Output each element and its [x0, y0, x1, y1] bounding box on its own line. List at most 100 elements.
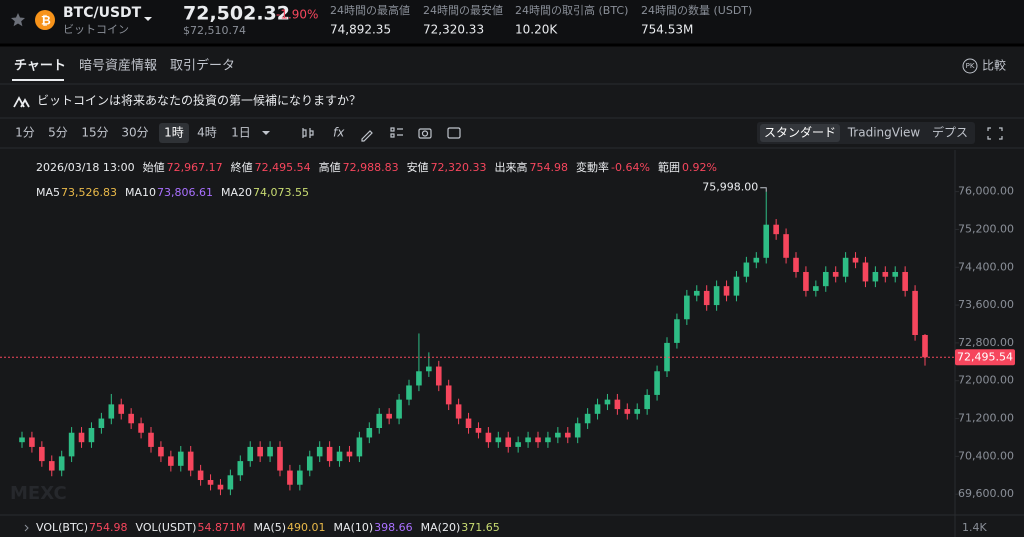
- interval[interactable]: 1時: [164, 126, 184, 140]
- last-price-tag: [955, 349, 1015, 366]
- ma-label: MA20: [221, 186, 252, 199]
- favorite-star[interactable]: [11, 13, 25, 27]
- ma-value: 73,526.83: [61, 186, 117, 199]
- pair-dropdown[interactable]: [144, 17, 152, 21]
- interval[interactable]: 5分: [48, 126, 68, 140]
- tab[interactable]: 暗号資産情報: [79, 58, 157, 74]
- interval[interactable]: 1日: [231, 126, 251, 140]
- candle-body: [406, 385, 412, 400]
- candle-body: [862, 262, 869, 282]
- view-active-bg: [760, 124, 840, 142]
- candle-body: [832, 271, 839, 277]
- candle-datetime: 2026/03/18 13:00: [36, 161, 135, 174]
- interval-dropdown[interactable]: [262, 131, 270, 135]
- candle-body: [346, 451, 353, 457]
- candle-body: [138, 423, 144, 433]
- candle-body: [356, 437, 363, 457]
- candle-body: [922, 334, 928, 358]
- fullscreen-icon[interactable]: [987, 127, 1003, 140]
- candle-body: [495, 437, 502, 443]
- tab[interactable]: 取引データ: [170, 58, 235, 74]
- compare-label[interactable]: 比較: [982, 58, 1006, 73]
- candle-body: [287, 470, 293, 485]
- candle-body: [654, 371, 660, 395]
- compare-badge: PK: [966, 62, 975, 70]
- candle-body: [545, 437, 551, 443]
- candle-body: [98, 418, 105, 429]
- stat-label: 24時間の最安値: [423, 3, 503, 17]
- y-tick-label: 72,000.00: [958, 374, 1014, 387]
- layout-icon[interactable]: [390, 127, 403, 138]
- ma-label: MA10: [125, 186, 156, 199]
- indicator-icon[interactable]: fx: [333, 126, 345, 140]
- stat-label: 24時間の数量 (USDT): [641, 4, 752, 17]
- high-marker: [760, 187, 767, 192]
- candle-body: [158, 446, 164, 457]
- interval[interactable]: 15分: [81, 126, 108, 140]
- stat-value: 72,320.33: [423, 23, 484, 37]
- info-label: 変動率: [576, 160, 609, 174]
- candle-body: [168, 456, 174, 466]
- screenshot-icon[interactable]: [418, 128, 432, 139]
- candle-body: [733, 276, 740, 296]
- info-label: 安値: [407, 160, 429, 174]
- interval[interactable]: 1分: [15, 126, 35, 140]
- candle-body: [485, 432, 492, 443]
- candle-body: [187, 451, 194, 471]
- candle-body: [396, 399, 402, 419]
- view-option[interactable]: デプス: [932, 125, 968, 140]
- candle-body: [822, 271, 829, 287]
- candle-body: [88, 428, 95, 443]
- candle-body: [842, 257, 849, 277]
- candle-type-icon[interactable]: [302, 128, 314, 138]
- candle-body: [574, 423, 581, 438]
- volume-label: MA(5): [253, 521, 286, 534]
- draw-icon[interactable]: [361, 130, 373, 142]
- candle-body: [237, 461, 244, 476]
- candle-body: [247, 446, 254, 462]
- candle-body: [852, 257, 859, 263]
- banner-text[interactable]: ビットコインは将来あなたの投資の第一候補になりますか？: [37, 93, 361, 108]
- info-value: -0.64%: [611, 161, 650, 174]
- candle-body: [564, 432, 571, 438]
- compare-icon[interactable]: [962, 58, 978, 74]
- info-label: 終値: [231, 160, 253, 174]
- info-label: 始値: [143, 160, 165, 174]
- screenshot-icon-lens: [421, 130, 429, 137]
- coin-icon: [35, 10, 55, 30]
- info-value: 0.92%: [682, 161, 717, 174]
- candle-body: [763, 224, 770, 258]
- view-option[interactable]: TradingView: [847, 126, 921, 140]
- volume-label: MA(10): [334, 521, 374, 534]
- settings-icon[interactable]: [447, 127, 461, 139]
- volume-label: VOL(BTC): [36, 521, 88, 534]
- volume-value: 54.871M: [197, 521, 245, 534]
- tab[interactable]: チャート: [14, 59, 66, 74]
- view-option[interactable]: スタンダード: [764, 125, 836, 140]
- candle-body: [684, 295, 690, 320]
- pair[interactable]: BTC/USDT: [63, 5, 142, 21]
- candle-body: [177, 451, 184, 466]
- candle-body: [68, 432, 75, 457]
- candle-body: [297, 470, 303, 485]
- volume-value: 398.66: [374, 521, 413, 534]
- candle-body: [475, 428, 482, 433]
- volume-value: 754.98: [89, 521, 128, 534]
- toolbar-icons: fx: [302, 126, 1003, 142]
- interval[interactable]: 30分: [121, 126, 148, 140]
- usd-price: $72,510.74: [183, 24, 246, 37]
- candle-body: [555, 432, 561, 438]
- candle-body: [634, 409, 641, 414]
- stat-value: 74,892.35: [330, 23, 391, 37]
- candle-body: [773, 224, 779, 235]
- candle-body: [148, 432, 154, 447]
- ma-value: 73,806.61: [157, 186, 213, 199]
- last-price: 72,502.32: [183, 3, 290, 25]
- candle-body: [316, 446, 323, 457]
- info-value: 72,495.54: [255, 161, 311, 174]
- y-tick-label: 69,600.00: [958, 487, 1014, 500]
- candle-body: [326, 446, 333, 462]
- interval[interactable]: 4時: [197, 126, 217, 140]
- candle-body: [515, 442, 521, 447]
